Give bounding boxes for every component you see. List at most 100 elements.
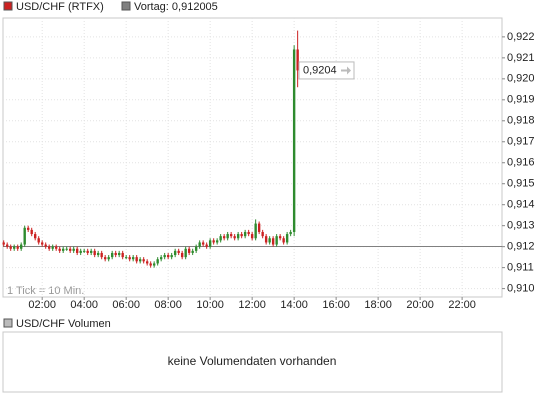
candle-body bbox=[54, 246, 58, 249]
interval-label: 1 Tick = 10 Min. bbox=[7, 285, 84, 297]
candle-body bbox=[68, 248, 72, 251]
x-tick-label: 06:00 bbox=[112, 299, 140, 311]
candle-body bbox=[23, 227, 26, 245]
candle-body bbox=[205, 244, 208, 247]
reference-swatch bbox=[121, 1, 131, 11]
candle-body bbox=[65, 248, 68, 250]
volume-swatch bbox=[3, 318, 13, 328]
candle-body bbox=[33, 234, 37, 239]
reference-label: Vortag: 0,912005 bbox=[134, 1, 218, 13]
candle-body bbox=[103, 257, 107, 260]
y-tick-label: 0,918 bbox=[507, 115, 535, 127]
candle-body bbox=[2, 242, 5, 245]
last-price-frame bbox=[298, 61, 355, 80]
candle-body bbox=[198, 242, 201, 247]
candle-body bbox=[177, 250, 180, 253]
candle-body bbox=[180, 252, 184, 258]
x-tick-label: 22:00 bbox=[448, 299, 476, 311]
candle-body bbox=[212, 240, 215, 243]
candle-body bbox=[100, 252, 103, 258]
candle-body bbox=[47, 246, 51, 249]
candle-body bbox=[72, 248, 75, 251]
candle-body bbox=[44, 244, 47, 247]
candle-body bbox=[271, 238, 275, 245]
candle-body bbox=[215, 240, 219, 243]
candle-body bbox=[191, 250, 194, 253]
candle-body bbox=[9, 246, 12, 249]
x-tick-label: 04:00 bbox=[70, 299, 98, 311]
y-tick-label: 0,916 bbox=[507, 157, 535, 169]
candle-body bbox=[187, 248, 191, 253]
candle-body bbox=[142, 259, 145, 262]
last-price-box: 0,9204 bbox=[298, 61, 355, 80]
y-tick-label: 0,921 bbox=[507, 52, 535, 64]
candle-body bbox=[110, 252, 114, 258]
candle-body bbox=[201, 242, 205, 245]
candle-body bbox=[37, 238, 40, 243]
candle-body bbox=[257, 223, 261, 232]
candle-body bbox=[194, 246, 198, 251]
candle-body bbox=[219, 236, 222, 241]
candle-body bbox=[26, 227, 30, 230]
candle-body bbox=[268, 238, 271, 243]
candle-body bbox=[261, 231, 264, 237]
candle-body bbox=[124, 257, 128, 259]
candle-body bbox=[278, 236, 282, 239]
candle-body bbox=[114, 252, 117, 256]
candle-body bbox=[226, 234, 229, 239]
candle-body bbox=[75, 248, 79, 253]
candle-body bbox=[222, 236, 226, 239]
candle-body bbox=[30, 229, 33, 235]
candle-body bbox=[128, 257, 131, 260]
candle-body bbox=[117, 252, 121, 256]
candle-body bbox=[173, 250, 177, 256]
candle-body bbox=[131, 257, 135, 260]
candle-body bbox=[250, 234, 254, 239]
legend-label: USD/CHF (RTFX) bbox=[16, 1, 104, 13]
y-tick-label: 0,915 bbox=[507, 178, 535, 190]
candle-body bbox=[247, 231, 250, 235]
x-tick-label: 14:00 bbox=[280, 299, 308, 311]
candle-body bbox=[96, 252, 100, 256]
y-tick-label: 0,912 bbox=[507, 241, 535, 253]
candle-body bbox=[138, 259, 142, 262]
volume-message: keine Volumendaten vorhanden bbox=[168, 354, 337, 368]
candle-body bbox=[145, 261, 149, 264]
candle-body bbox=[16, 246, 19, 249]
last-price-label: 0,9204 bbox=[303, 64, 337, 76]
legend-swatch bbox=[3, 1, 13, 11]
y-tick-label: 0,917 bbox=[507, 136, 535, 148]
candle-body bbox=[152, 263, 156, 266]
candle-body bbox=[282, 238, 285, 243]
candle-body bbox=[159, 257, 163, 260]
y-tick-label: 0,922 bbox=[507, 31, 535, 43]
x-tick-label: 12:00 bbox=[238, 299, 266, 311]
candle-body bbox=[184, 248, 187, 258]
candle-body bbox=[58, 248, 61, 251]
candle-body bbox=[163, 255, 166, 258]
candle-body bbox=[243, 231, 247, 237]
x-tick-label: 16:00 bbox=[322, 299, 350, 311]
x-tick-label: 20:00 bbox=[406, 299, 434, 311]
candle-body bbox=[229, 234, 233, 237]
candle-body bbox=[166, 255, 170, 258]
candle-body bbox=[170, 255, 173, 258]
candle-body bbox=[285, 234, 289, 243]
candle-body bbox=[264, 236, 268, 243]
y-tick-label: 0,910 bbox=[507, 283, 535, 295]
y-tick-label: 0,919 bbox=[507, 94, 535, 106]
candle-body bbox=[89, 250, 93, 253]
candle-body bbox=[5, 244, 9, 247]
candle-body bbox=[289, 231, 292, 235]
candle-body bbox=[121, 252, 124, 258]
candle-body bbox=[254, 223, 257, 239]
candle-body bbox=[40, 242, 44, 245]
candle-body bbox=[135, 257, 138, 262]
candle-body bbox=[208, 240, 212, 247]
x-tick-label: 10:00 bbox=[196, 299, 224, 311]
candle-body bbox=[82, 250, 86, 252]
y-tick-label: 0,913 bbox=[507, 220, 535, 232]
candle-body bbox=[86, 250, 89, 253]
candle-body bbox=[292, 49, 296, 232]
